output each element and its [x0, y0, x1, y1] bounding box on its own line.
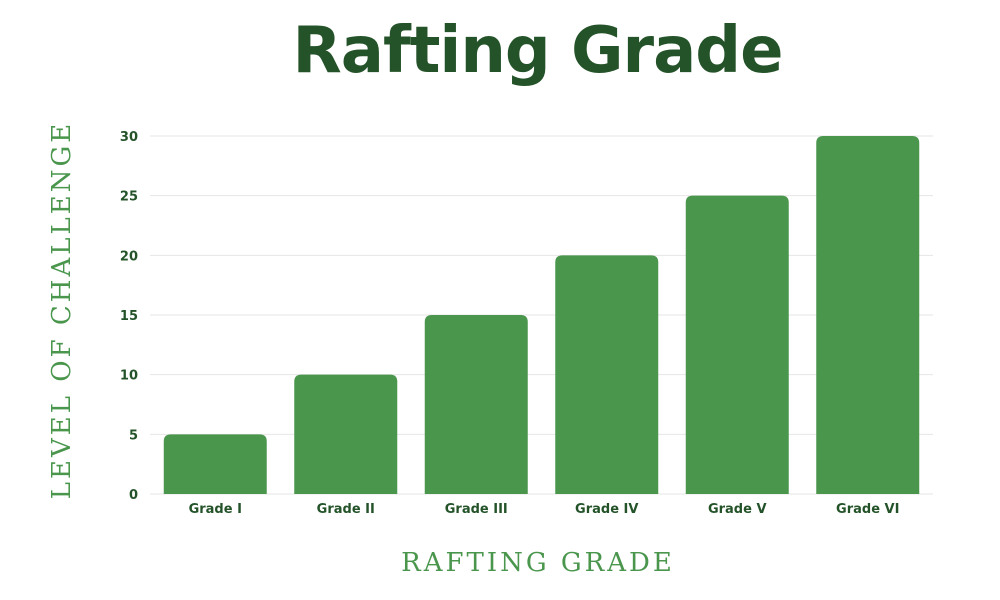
chart-title: Rafting Grade — [292, 14, 784, 88]
bar-1 — [163, 434, 267, 494]
x-tick-label: Grade IV — [575, 502, 638, 517]
y-tick-label: 15 — [120, 309, 138, 324]
x-tick-label: Grade V — [708, 502, 767, 517]
y-tick-label: 25 — [120, 190, 138, 205]
bar-4 — [555, 255, 659, 494]
y-tick-label: 10 — [120, 369, 138, 384]
y-tick-label: 30 — [120, 130, 138, 145]
bar-6 — [816, 136, 920, 494]
y-tick-label: 0 — [129, 488, 138, 503]
x-tick-label: Grade I — [189, 502, 242, 517]
x-tick-label: Grade III — [445, 502, 508, 517]
bar-2 — [294, 374, 398, 494]
x-axis-label: RAFTING GRADE — [401, 548, 675, 578]
y-tick-label: 20 — [120, 249, 138, 264]
bar-3 — [424, 315, 528, 494]
y-tick-label: 5 — [129, 428, 138, 443]
bar-5 — [685, 195, 789, 494]
x-tick-label: Grade VI — [836, 502, 899, 517]
x-tick-label: Grade II — [317, 502, 375, 517]
